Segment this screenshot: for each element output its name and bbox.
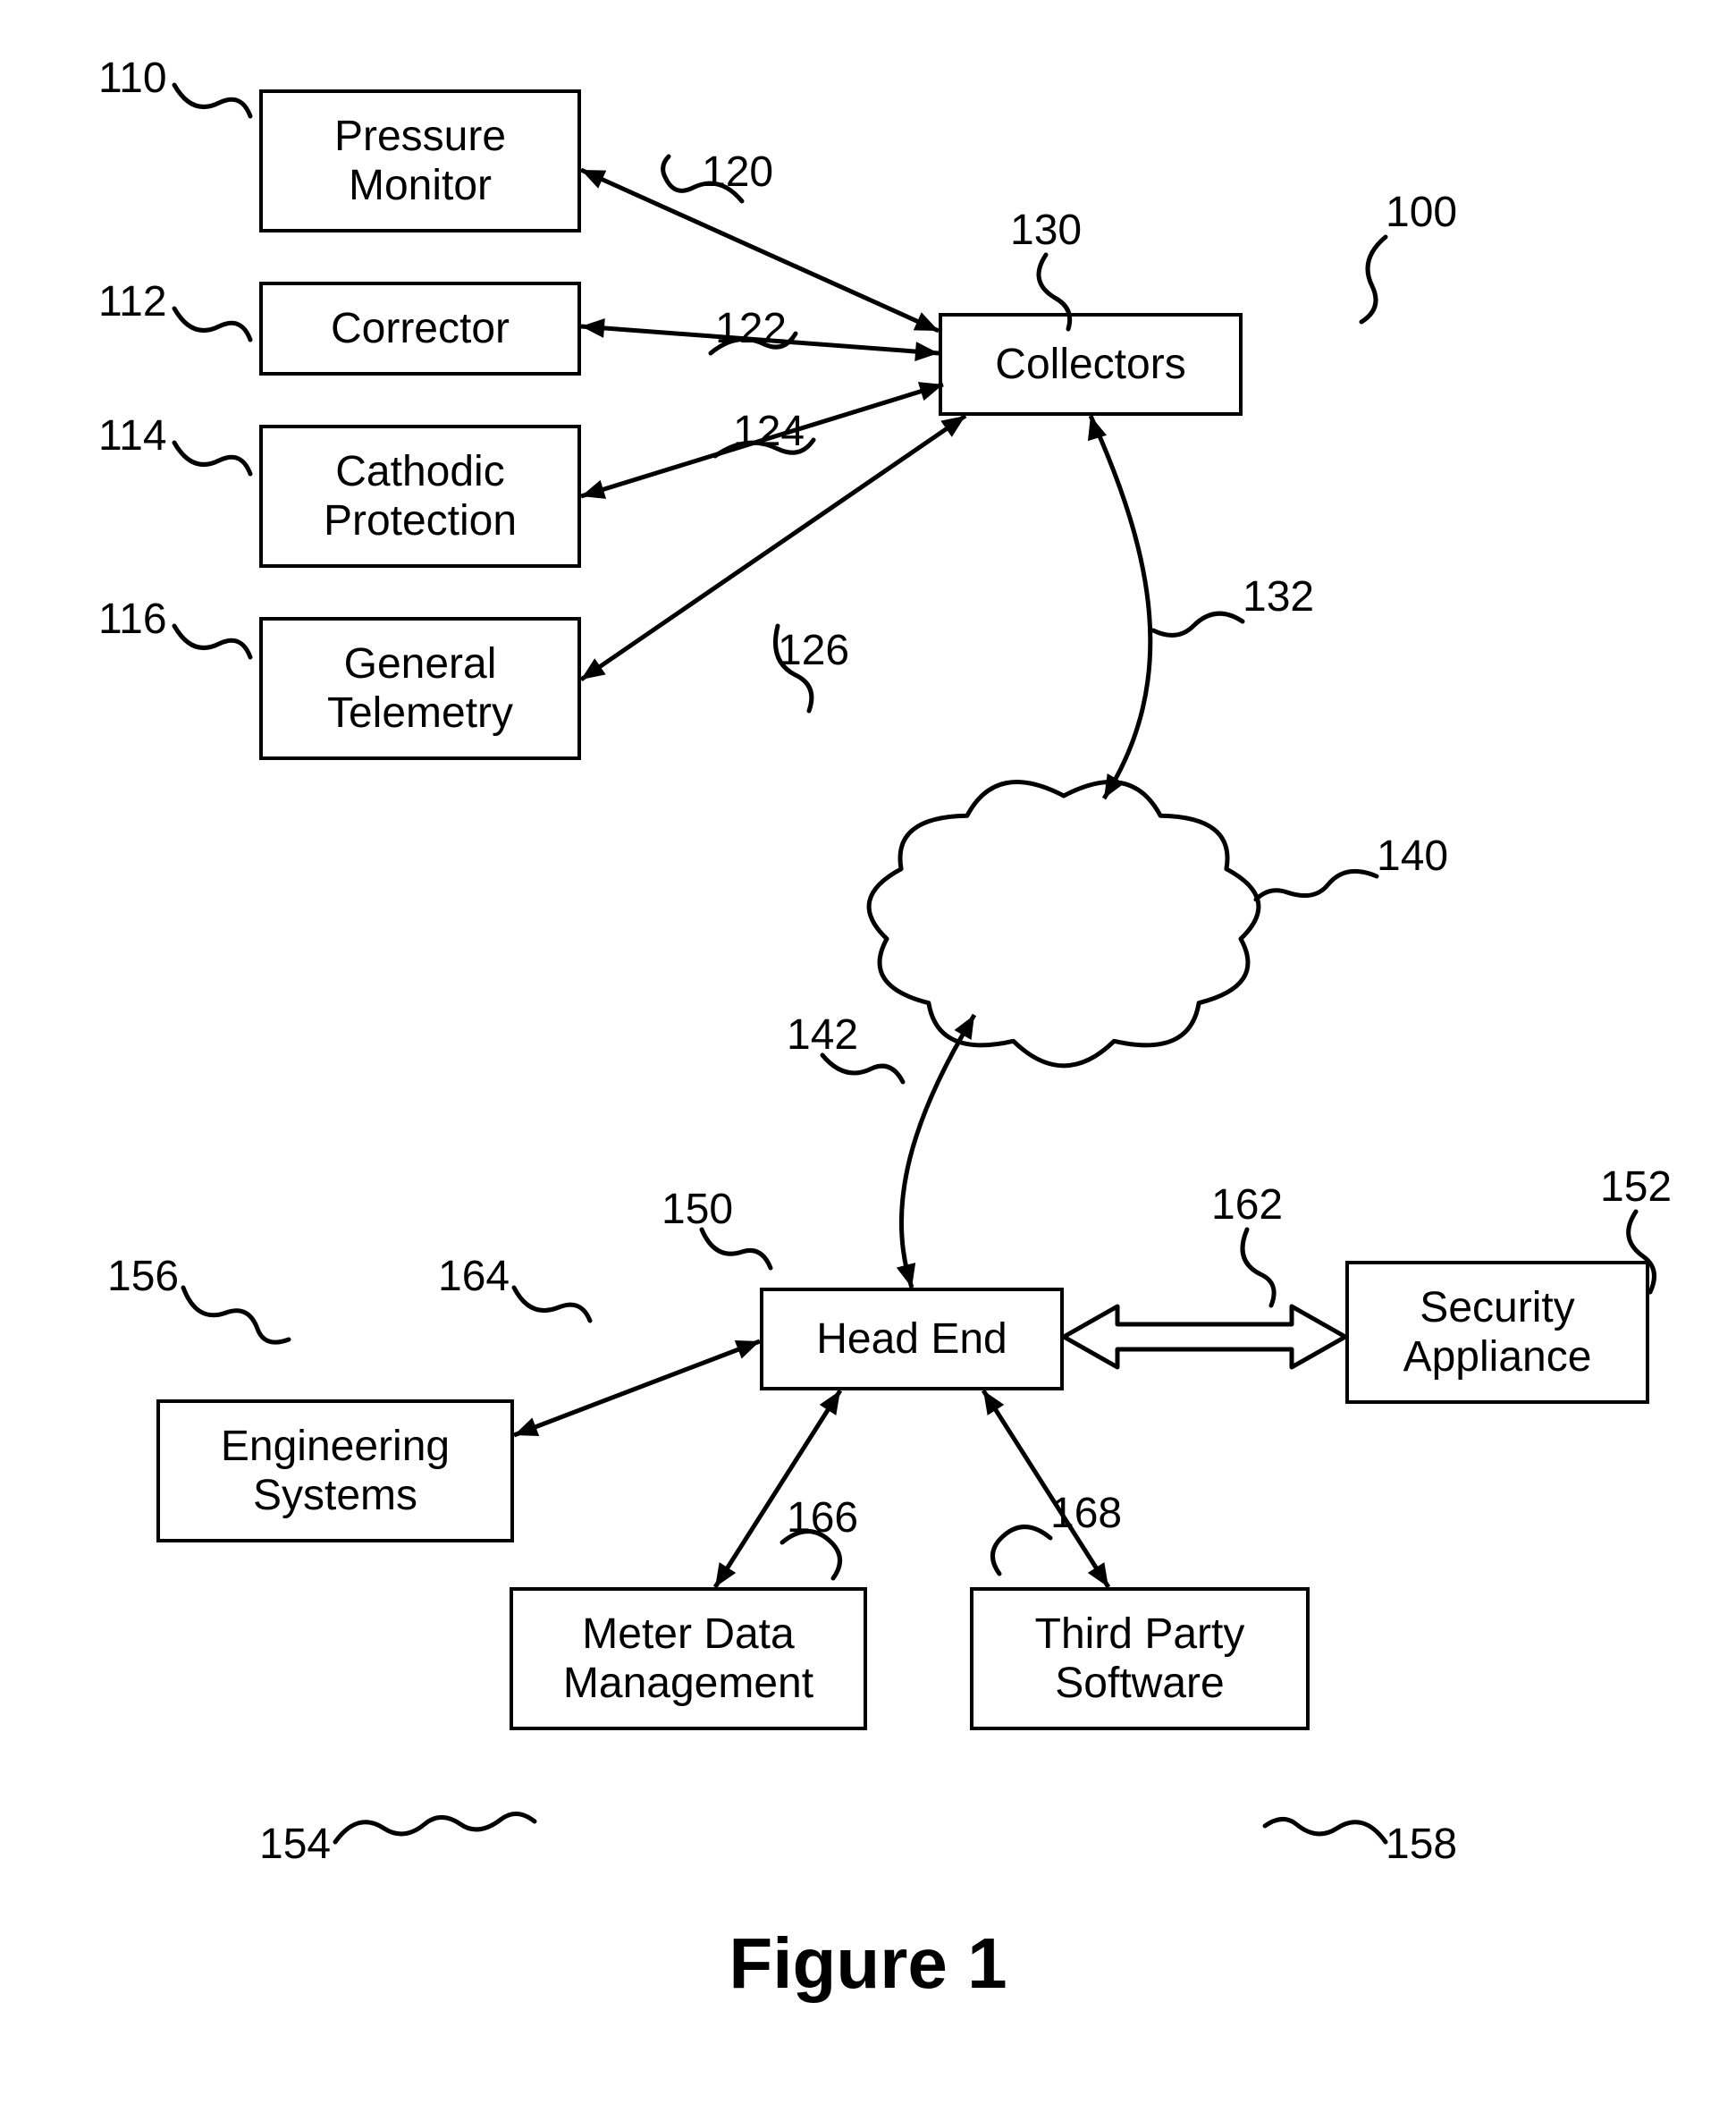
ref-text: 142 [787, 1011, 858, 1059]
ref-text: 124 [733, 408, 805, 455]
ref-156: 156 [107, 1252, 179, 1301]
ref-110: 110 [98, 54, 167, 103]
caption-text: Figure 1 [729, 1923, 1007, 2003]
ref-124: 124 [733, 407, 805, 456]
node-label: Head End [816, 1314, 1007, 1364]
node-label: Collectors [995, 340, 1185, 389]
ref-text: 126 [778, 627, 849, 674]
node-head-end: Head End [760, 1288, 1064, 1390]
node-label: Third PartySoftware [1035, 1610, 1245, 1708]
ref-166: 166 [787, 1493, 858, 1542]
ref-130: 130 [1010, 206, 1082, 255]
ref-132: 132 [1243, 572, 1314, 621]
ref-text: 152 [1600, 1163, 1672, 1211]
node-third-party: Third PartySoftware [970, 1587, 1310, 1730]
ref-140: 140 [1377, 832, 1448, 881]
node-engineering: EngineeringSystems [156, 1399, 514, 1542]
ref-126: 126 [778, 626, 849, 675]
ref-text: 140 [1377, 832, 1448, 880]
node-mdm: Meter DataManagement [510, 1587, 867, 1730]
ref-text: 158 [1386, 1821, 1457, 1868]
node-security: SecurityAppliance [1345, 1261, 1649, 1404]
ref-text: 156 [107, 1253, 179, 1300]
ref-text: 112 [98, 278, 167, 325]
ref-122: 122 [715, 304, 787, 353]
ref-text: 168 [1050, 1490, 1122, 1537]
ref-164: 164 [438, 1252, 510, 1301]
ref-154: 154 [259, 1820, 331, 1869]
ref-text: 100 [1386, 189, 1457, 236]
ref-text: 132 [1243, 573, 1314, 621]
node-label: GeneralTelemetry [327, 639, 513, 738]
node-collectors: Collectors [939, 313, 1243, 416]
ref-text: 166 [787, 1494, 858, 1542]
node-label: PressureMonitor [334, 112, 506, 210]
node-label: Corrector [331, 304, 510, 353]
ref-100: 100 [1386, 188, 1457, 237]
cloud-label: WAN [1001, 896, 1100, 945]
ref-114: 114 [98, 411, 167, 461]
node-cathodic: CathodicProtection [259, 425, 581, 568]
ref-text: 154 [259, 1821, 331, 1868]
ref-142: 142 [787, 1010, 858, 1060]
figure-caption: Figure 1 [0, 1922, 1736, 2005]
diagram-canvas: PressureMonitor Corrector CathodicProtec… [0, 0, 1736, 2104]
ref-text: 162 [1211, 1181, 1283, 1229]
ref-120: 120 [702, 148, 773, 197]
ref-text: 116 [98, 596, 167, 643]
cloud-text: WAN [1001, 897, 1100, 944]
ref-text: 114 [98, 412, 167, 460]
node-label: CathodicProtection [324, 447, 517, 545]
ref-158: 158 [1386, 1820, 1457, 1869]
node-label: Meter DataManagement [563, 1610, 813, 1708]
ref-text: 110 [98, 55, 167, 102]
ref-text: 150 [662, 1186, 733, 1233]
ref-168: 168 [1050, 1489, 1122, 1538]
node-corrector: Corrector [259, 282, 581, 376]
node-label: SecurityAppliance [1403, 1283, 1592, 1382]
ref-116: 116 [98, 595, 167, 644]
node-label: EngineeringSystems [221, 1422, 450, 1520]
ref-112: 112 [98, 277, 167, 326]
node-pressure-monitor: PressureMonitor [259, 89, 581, 232]
ref-text: 120 [702, 148, 773, 196]
ref-150: 150 [662, 1185, 733, 1234]
ref-text: 130 [1010, 207, 1082, 254]
ref-text: 122 [715, 305, 787, 352]
ref-152: 152 [1600, 1162, 1672, 1212]
ref-text: 164 [438, 1253, 510, 1300]
ref-162: 162 [1211, 1180, 1283, 1229]
node-telemetry: GeneralTelemetry [259, 617, 581, 760]
